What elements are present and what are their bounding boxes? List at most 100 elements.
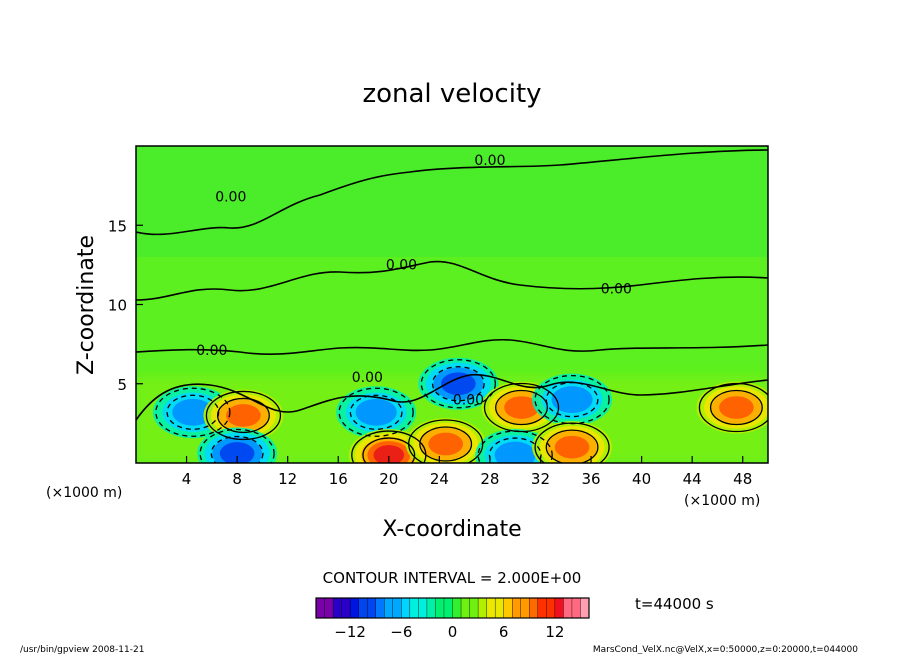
colorbar-cell xyxy=(494,597,505,619)
colorbar-tick-label: 0 xyxy=(448,623,458,641)
colorbar-tick-label: 12 xyxy=(545,623,564,641)
x-tick-label: 8 xyxy=(232,470,242,488)
contour-label: 0.00 xyxy=(352,370,383,386)
colorbar-tick-label: −6 xyxy=(390,623,412,641)
footer-right: MarsCond_VelX.nc@VelX,x=0:50000,z=0:2000… xyxy=(593,645,858,654)
colorbar-cell xyxy=(324,597,334,619)
contour-ring xyxy=(420,359,496,409)
contour-ring xyxy=(545,429,599,463)
contour-line xyxy=(136,374,768,421)
contour-ring xyxy=(205,390,282,441)
colorbar-frame xyxy=(315,597,590,619)
colorbar-cell xyxy=(375,597,385,619)
colorbar-cell xyxy=(435,597,445,619)
contour-ring xyxy=(545,381,599,418)
colorbar-cell xyxy=(452,597,462,619)
colorbar-cell xyxy=(537,597,547,619)
colorbar-cell xyxy=(571,597,581,619)
contour-ring xyxy=(431,366,485,402)
x-tick-label: 20 xyxy=(379,470,398,488)
colorbar-cell xyxy=(409,597,419,619)
contour-ring xyxy=(698,382,768,433)
colorbar-cell xyxy=(503,597,513,619)
colorbar-cell xyxy=(392,597,402,619)
colorbar-cell xyxy=(563,597,573,619)
colorbar-cell xyxy=(512,597,522,619)
contour-label: 0.00 xyxy=(601,281,632,297)
contour-line xyxy=(136,260,768,301)
colorbar-cell xyxy=(349,597,360,619)
field-blob xyxy=(428,432,464,456)
contour-ring xyxy=(495,389,548,426)
colorbar-tick-label: 6 xyxy=(499,623,509,641)
colorbar-cell xyxy=(554,597,564,619)
x-tick-label: 44 xyxy=(683,470,702,488)
x-axis: 4 8 12 16 20 24 28 32 36 40 44 48 xyxy=(182,456,752,488)
colorbar-cell xyxy=(486,597,496,619)
contour-ring xyxy=(419,426,473,462)
colorbar xyxy=(315,597,590,619)
y-axis-label: Z-coordinate xyxy=(74,235,99,375)
contour-ring xyxy=(216,397,270,434)
field-blob xyxy=(440,372,476,396)
chart-title: zonal velocity xyxy=(362,79,541,109)
field-blob xyxy=(551,386,593,414)
x-tick-label: 28 xyxy=(480,470,499,488)
x-tick-label: 16 xyxy=(329,470,348,488)
contour-ring xyxy=(709,389,763,426)
colorbar-cell xyxy=(546,597,556,619)
contour-ring xyxy=(199,428,275,463)
contour-label: 0.00 xyxy=(453,392,484,408)
field-band xyxy=(136,146,768,257)
x-tick-label: 24 xyxy=(430,470,449,488)
contour-line xyxy=(136,149,768,236)
plot-area: 0.00 0.00 0.00 0.00 0.00 0.00 0.00 xyxy=(136,146,768,463)
colorbar-tick-label: −12 xyxy=(334,623,366,641)
field-blob xyxy=(226,404,261,427)
contour-lines xyxy=(136,149,768,463)
contour-ring xyxy=(338,387,414,437)
x-unit-right: (×1000 m) xyxy=(684,493,760,509)
field-blob xyxy=(554,435,590,459)
colorbar-cell xyxy=(341,597,351,619)
colorbar-cell xyxy=(580,597,590,619)
x-tick-label: 4 xyxy=(182,470,192,488)
field-blob xyxy=(494,441,536,463)
field-blob xyxy=(172,398,214,426)
contour-labels: 0.00 0.00 0.00 0.00 0.00 0.00 0.00 xyxy=(196,153,632,408)
time-label: t=44000 s xyxy=(635,595,714,613)
x-axis-label: X-coordinate xyxy=(382,517,521,542)
x-unit-left: (×1000 m) xyxy=(46,485,122,501)
contour-label: 0.00 xyxy=(215,189,246,205)
x-tick-label: 48 xyxy=(733,470,752,488)
colorbar-cell xyxy=(384,597,394,619)
colorbar-cell xyxy=(418,597,428,619)
x-tick-label: 40 xyxy=(632,470,651,488)
field-blob xyxy=(719,396,754,419)
contour-ring xyxy=(534,422,610,463)
colorbar-cell xyxy=(469,597,479,619)
colorbar-cell xyxy=(426,597,436,619)
x-tick-label: 36 xyxy=(581,470,600,488)
field-blob xyxy=(373,445,405,463)
y-tick-label: 5 xyxy=(117,376,127,394)
y-tick-label: 15 xyxy=(108,217,127,235)
colorbar-cell xyxy=(443,597,454,619)
contour-ring xyxy=(477,430,553,463)
contour-ring xyxy=(483,382,560,433)
colorbar-cell xyxy=(520,597,530,619)
field-blob xyxy=(355,398,397,426)
field-blob xyxy=(219,442,255,463)
field-blob xyxy=(504,396,539,419)
y-tick-label: 10 xyxy=(108,297,127,315)
contour-label: 0.00 xyxy=(474,153,505,169)
colorbar-cell xyxy=(460,597,471,619)
colorbar-cell xyxy=(366,597,377,619)
contour-ring xyxy=(155,387,231,437)
contour-label: 0.00 xyxy=(196,343,227,359)
colorbar-ticks: −12 −6 0 6 12 xyxy=(334,623,564,641)
contour-interval: CONTOUR INTERVAL = 2.000E+00 xyxy=(323,569,582,587)
x-tick-label: 32 xyxy=(531,470,550,488)
colorbar-cell xyxy=(477,597,488,619)
